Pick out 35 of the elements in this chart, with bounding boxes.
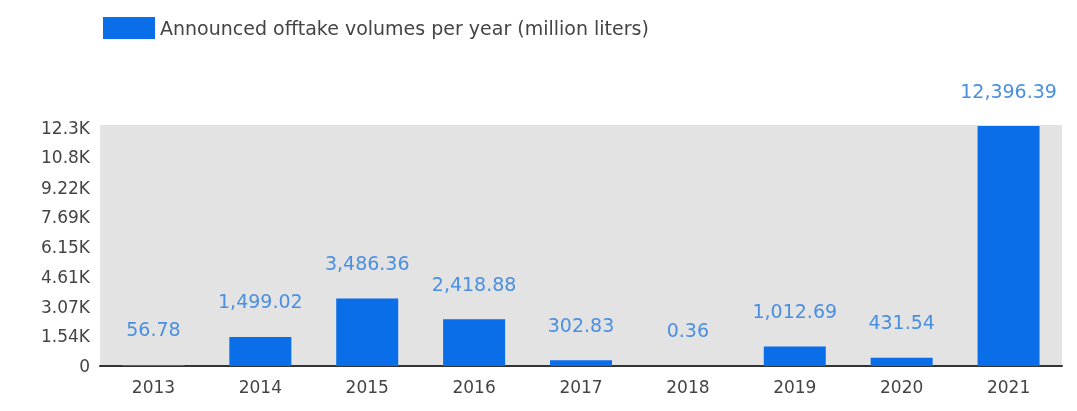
data-label: 1,012.69 <box>752 299 838 322</box>
x-tick-label: 2016 <box>452 376 496 397</box>
bar <box>229 336 292 366</box>
x-tick-label: 2015 <box>345 376 389 397</box>
y-tick-label: 6.15K <box>41 236 91 257</box>
data-label: 2,418.88 <box>431 272 517 295</box>
legend-label: Announced offtake volumes per year (million liters) <box>160 17 649 39</box>
data-label: 12,396.39 <box>960 79 1057 102</box>
x-tick-label: 2013 <box>131 376 176 397</box>
x-tick-label: 2021 <box>986 376 1031 397</box>
y-tick-label: 10.8K <box>41 146 91 167</box>
data-label: 431.54 <box>868 311 935 334</box>
y-tick-label: 9.22K <box>41 177 91 198</box>
x-tick-label: 2020 <box>880 376 924 397</box>
bar <box>763 346 826 366</box>
y-tick-label: 7.69K <box>41 207 91 228</box>
bar <box>550 360 612 366</box>
y-tick-label: 0 <box>79 356 90 376</box>
data-label: 56.78 <box>126 318 181 341</box>
data-label: 302.83 <box>547 313 615 336</box>
x-tick-label: 2017 <box>559 376 603 397</box>
bar <box>336 298 399 366</box>
bar <box>870 357 933 366</box>
bar <box>977 126 1040 366</box>
y-tick-label: 12.3K <box>41 117 91 138</box>
data-label: 1,499.02 <box>218 290 303 313</box>
data-label: 3,486.36 <box>324 252 410 275</box>
x-tick-label: 2014 <box>238 376 282 397</box>
x-tick-label: 2018 <box>666 376 710 397</box>
y-tick-label: 3.07K <box>41 296 91 317</box>
y-tick-label: 1.54K <box>41 326 91 347</box>
x-tick-label: 2019 <box>773 376 817 397</box>
data-label: 0.36 <box>666 319 710 342</box>
bar <box>443 319 506 366</box>
y-tick-label: 4.61K <box>41 266 91 287</box>
